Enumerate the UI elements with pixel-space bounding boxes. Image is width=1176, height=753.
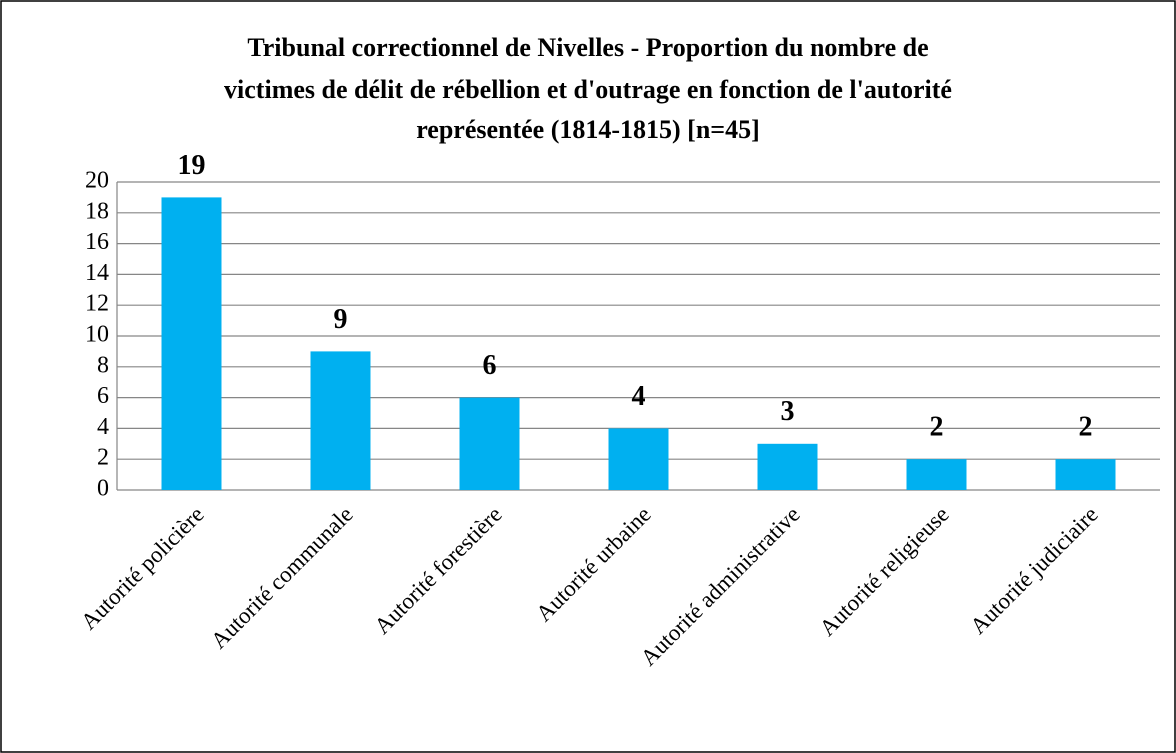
y-tick-label: 16 (85, 229, 109, 255)
y-tick-label: 10 (85, 322, 109, 348)
x-tick-label: Autorité religieuse (815, 502, 954, 641)
bar (459, 397, 520, 490)
y-tick-label: 0 (97, 476, 109, 502)
y-tick-label: 6 (97, 383, 109, 409)
y-tick-label: 14 (85, 260, 109, 286)
y-tick-label: 2 (97, 445, 109, 471)
data-label: 2 (1079, 412, 1093, 443)
bar (1055, 459, 1116, 490)
chart-title: victimes de délit de rébellion et d'outr… (224, 75, 952, 104)
x-tick-label: Autorité forestière (369, 502, 506, 639)
data-label: 6 (483, 350, 497, 381)
y-tick-label: 20 (85, 168, 109, 194)
bar (608, 428, 669, 490)
chart-title: Tribunal correctionnel de Nivelles - Pro… (247, 33, 928, 62)
y-tick-label: 18 (85, 198, 109, 224)
y-tick-label: 4 (97, 414, 109, 440)
bar (906, 459, 967, 490)
data-label: 2 (930, 412, 944, 443)
data-label: 4 (632, 381, 646, 412)
bar (161, 197, 222, 490)
x-tick-label: Autorité administrative (636, 502, 805, 671)
data-label: 3 (781, 396, 795, 427)
x-tick-label: Autorité policière (76, 502, 209, 635)
bar (757, 443, 818, 490)
y-tick-label: 12 (85, 291, 109, 317)
bar (310, 351, 371, 490)
y-tick-label: 8 (97, 352, 109, 378)
x-tick-label: Autorité communale (206, 502, 358, 654)
data-label: 9 (334, 304, 348, 335)
x-tick-label: Autorité urbaine (531, 502, 656, 627)
x-tick-label: Autorité judiciaire (965, 502, 1102, 639)
chart-title: représentée (1814-1815) [n=45] (416, 115, 760, 144)
data-label: 19 (178, 150, 206, 181)
